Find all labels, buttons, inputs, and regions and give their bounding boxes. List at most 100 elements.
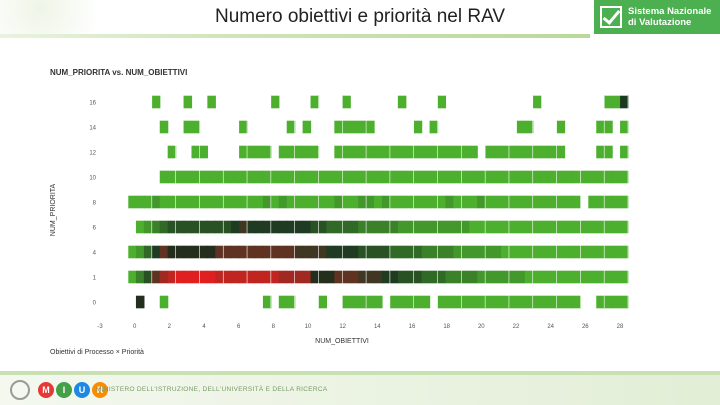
- heatmap-cell: [262, 195, 272, 209]
- heatmap-cell: [493, 270, 502, 284]
- heatmap-cell: [516, 270, 526, 284]
- heatmap-cell: [183, 120, 193, 134]
- heatmap-cell: [501, 220, 510, 234]
- x-tick-label: 4: [202, 324, 206, 330]
- heatmap-cell: [334, 120, 343, 134]
- heatmap-cell: [191, 170, 201, 184]
- heatmap-cell: [612, 220, 621, 234]
- heatmap-cell: [223, 270, 232, 284]
- heatmap-cell: [580, 245, 589, 259]
- heatmap-cell: [350, 145, 359, 159]
- heatmap-cell: [294, 145, 304, 159]
- heatmap-cell: [358, 145, 367, 159]
- heatmap-cell: [310, 145, 320, 159]
- heatmap-cell: [358, 270, 367, 284]
- heatmap-cell: [366, 245, 375, 259]
- heatmap-cell: [318, 295, 328, 309]
- heatmap-cell: [604, 270, 613, 284]
- heatmap-cell: [397, 270, 407, 284]
- heatmap-cell: [254, 145, 264, 159]
- heatmap-cell: [540, 145, 550, 159]
- heatmap-cell: [548, 195, 558, 209]
- heatmap-cell: [191, 270, 201, 284]
- y-tick-label: 10: [89, 176, 96, 182]
- heatmap-cell: [366, 270, 375, 284]
- heatmap-cell: [207, 95, 216, 109]
- heatmap-cell: [612, 170, 621, 184]
- heatmap-cell: [374, 145, 383, 159]
- heatmap-cell: [239, 170, 248, 184]
- heatmap-cell: [135, 195, 145, 209]
- heatmap-cell: [453, 170, 462, 184]
- heatmap-cell: [596, 170, 605, 184]
- heatmap-cell: [239, 270, 248, 284]
- heatmap-cell: [493, 145, 502, 159]
- heatmap-cell: [374, 245, 383, 259]
- heatmap-cell: [604, 145, 613, 159]
- heatmap-cell: [175, 220, 185, 234]
- heatmap-cell: [508, 145, 518, 159]
- heatmap-cell: [262, 270, 272, 284]
- heatmap-cell: [254, 220, 264, 234]
- heatmap-cell: [342, 295, 351, 309]
- heatmap-cell: [310, 95, 320, 109]
- heatmap-cell: [572, 170, 581, 184]
- heatmap-cell: [135, 295, 145, 309]
- heatmap-cell: [461, 270, 470, 284]
- heatmap-cell: [461, 145, 470, 159]
- header-stripe: [0, 34, 590, 38]
- snv-logo: Sistema Nazionale di Valutazione: [594, 0, 720, 34]
- heatmap-cell: [572, 270, 581, 284]
- heatmap-cell: [342, 120, 351, 134]
- heatmap-cell: [310, 170, 320, 184]
- heatmap-cell: [429, 145, 439, 159]
- heatmap-cell: [207, 170, 216, 184]
- heatmap-cell: [588, 170, 597, 184]
- heatmap-cell: [508, 195, 518, 209]
- heatmap-cell: [524, 220, 534, 234]
- heatmap-cell: [437, 95, 447, 109]
- heatmap-cell: [350, 270, 359, 284]
- heatmap-cell: [358, 120, 367, 134]
- heatmap-cell: [524, 120, 534, 134]
- heatmap-cell: [239, 145, 248, 159]
- heatmap-cell: [453, 295, 462, 309]
- heatmap-cell: [159, 195, 169, 209]
- heatmap-cell: [143, 195, 153, 209]
- heatmap-cell: [294, 270, 304, 284]
- heatmap-cell: [532, 170, 542, 184]
- heatmap-cell: [437, 170, 447, 184]
- heatmap-cell: [342, 195, 351, 209]
- heatmap-cell: [516, 145, 526, 159]
- heatmap-cell: [556, 270, 566, 284]
- heatmap-cell: [239, 120, 248, 134]
- heatmap-cell: [358, 170, 367, 184]
- heatmap-cell: [231, 195, 240, 209]
- heatmap-cell: [493, 170, 502, 184]
- heatmap-cell: [247, 145, 256, 159]
- heatmap-cell: [540, 295, 550, 309]
- heatmap-cell: [405, 145, 415, 159]
- heatmap-cell: [572, 245, 581, 259]
- heatmap-cell: [540, 220, 550, 234]
- heatmap-cell: [429, 195, 439, 209]
- heatmap-cell: [262, 220, 272, 234]
- brand-line-1: Sistema Nazionale: [628, 6, 712, 17]
- heatmap-cell: [620, 270, 629, 284]
- heatmap-cell: [199, 195, 208, 209]
- heatmap-cell: [604, 295, 613, 309]
- heatmap-cell: [437, 270, 447, 284]
- legend-label: Obiettivi di Processo × Priorità: [50, 349, 144, 356]
- heatmap-cell: [620, 195, 629, 209]
- heatmap-cell: [564, 195, 574, 209]
- heatmap-cell: [548, 245, 558, 259]
- heatmap-cell: [596, 270, 605, 284]
- heatmap-cell: [501, 145, 510, 159]
- heatmap-cell: [477, 170, 486, 184]
- heatmap-cell: [524, 145, 534, 159]
- heatmap-cell: [175, 195, 185, 209]
- heatmap-cell: [540, 270, 550, 284]
- heatmap-cell: [374, 270, 383, 284]
- heatmap-cell: [159, 270, 169, 284]
